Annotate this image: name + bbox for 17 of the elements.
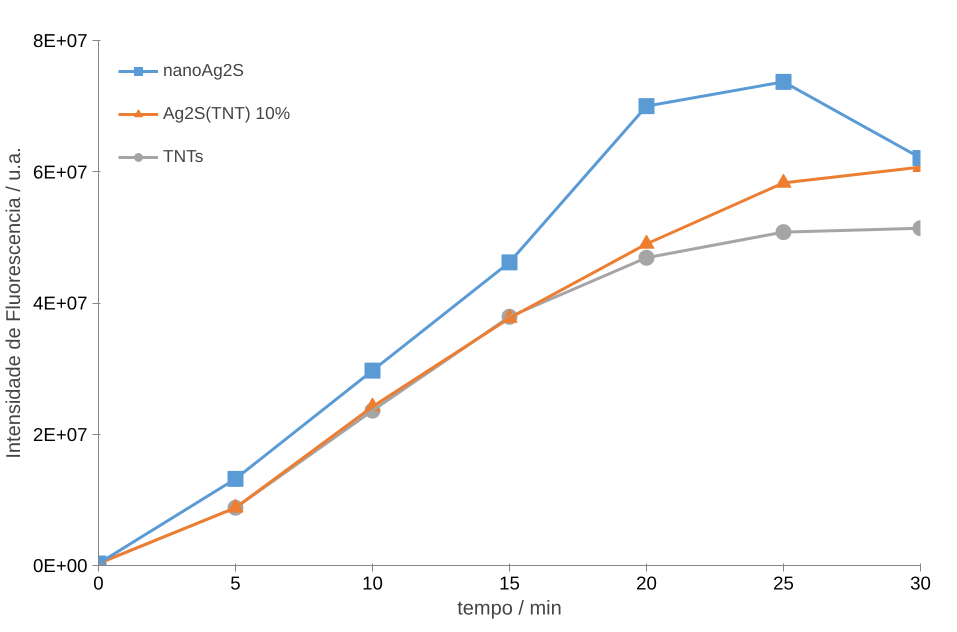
x-tick-label: 30	[910, 572, 931, 594]
legend-label: TNTs	[163, 146, 204, 167]
x-axis-title: tempo / min	[457, 598, 562, 620]
x-tick-label: 15	[499, 572, 520, 594]
y-axis-title: Intensidade de Fluorescencia / u.a.	[3, 147, 26, 459]
y-tick-label: 8E+07	[33, 30, 88, 51]
legend-label: Ag2S(TNT) 10%	[163, 103, 290, 124]
x-tick-label: 5	[230, 572, 241, 594]
x-tick-label: 10	[362, 572, 383, 594]
y-tick-label: 0E+00	[33, 555, 88, 576]
x-tick-label: 20	[636, 572, 657, 594]
x-tick-label: 0	[93, 572, 104, 594]
y-tick-label: 6E+07	[33, 161, 88, 182]
x-tick-label: 25	[773, 572, 794, 594]
y-tick-label: 2E+07	[33, 424, 88, 445]
y-tick-label: 4E+07	[33, 292, 88, 314]
legend-label: nanoAg2S	[163, 60, 244, 81]
